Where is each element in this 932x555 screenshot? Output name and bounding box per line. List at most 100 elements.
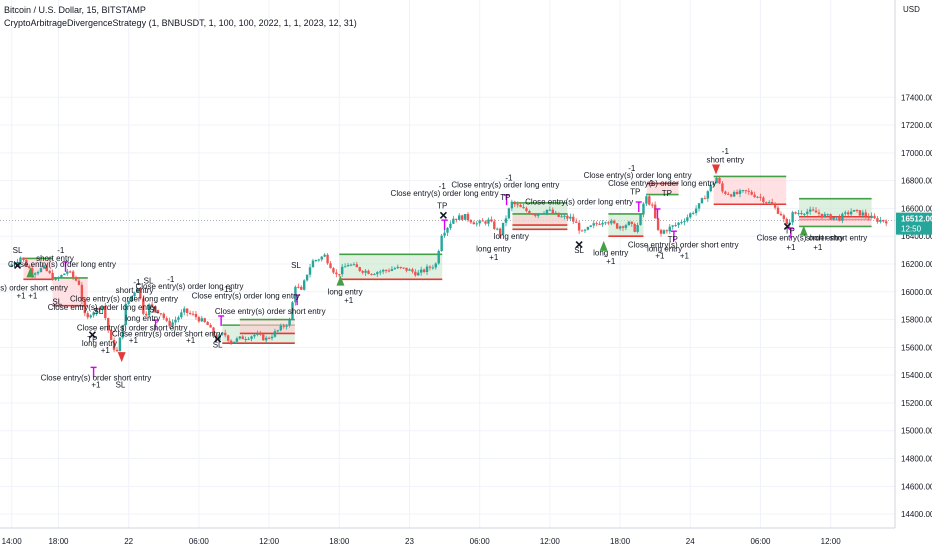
candle-body bbox=[390, 269, 394, 271]
trade-label: SL bbox=[144, 276, 154, 285]
trade-label: +1 bbox=[344, 296, 354, 305]
candle-body bbox=[428, 266, 432, 268]
trade-label: -1 bbox=[57, 246, 65, 255]
trade-label: Close entry(s) order long entry bbox=[70, 295, 178, 304]
candle-body bbox=[493, 221, 496, 229]
candle-body bbox=[338, 274, 341, 276]
x-tick-label: 18:00 bbox=[48, 537, 69, 546]
candle-body bbox=[162, 313, 165, 319]
candle-body bbox=[528, 211, 531, 214]
candle-body bbox=[867, 216, 870, 219]
candle-body bbox=[832, 217, 835, 220]
candle-body bbox=[697, 203, 701, 209]
trade-label: long entry bbox=[82, 339, 117, 348]
candle-body bbox=[735, 191, 739, 194]
candle-body bbox=[452, 218, 455, 224]
exit-x-stroke bbox=[13, 261, 22, 269]
candle-body bbox=[28, 266, 31, 269]
y-tick-label: 15800.00 bbox=[901, 316, 932, 325]
candle-body bbox=[756, 196, 759, 198]
candle-body bbox=[206, 322, 209, 325]
symbol-title[interactable]: Bitcoin / U.S. Dollar, 15, BITSTAMP bbox=[4, 5, 146, 15]
x-tick-label: 12:00 bbox=[540, 537, 561, 546]
candle-body bbox=[118, 337, 122, 352]
candle-body bbox=[335, 272, 338, 275]
long-entry-arrow-icon bbox=[336, 275, 345, 286]
exit-x-icon bbox=[214, 335, 222, 343]
candle-body bbox=[806, 211, 809, 214]
trade-markers bbox=[13, 164, 808, 378]
candle-body bbox=[838, 216, 841, 221]
candle-body bbox=[419, 269, 423, 273]
exit-x-icon bbox=[439, 211, 447, 219]
trade-label: +1 bbox=[813, 243, 823, 252]
candle-body bbox=[115, 349, 119, 352]
candle-body bbox=[244, 339, 247, 341]
take-profit-flag-icon bbox=[441, 219, 448, 231]
candle-body bbox=[595, 223, 598, 225]
candle-body bbox=[683, 221, 686, 223]
candle-body bbox=[551, 209, 554, 214]
candle-body bbox=[618, 226, 622, 229]
candle-body bbox=[613, 220, 616, 224]
candle-body bbox=[753, 194, 756, 198]
candle-body bbox=[68, 271, 72, 273]
candle-body bbox=[136, 288, 139, 293]
trade-label: Close entry(s) order long entry bbox=[391, 189, 499, 198]
candle-body bbox=[449, 223, 452, 228]
candle-body bbox=[194, 314, 198, 318]
trade-label: -1 bbox=[722, 147, 730, 156]
take-profit-flag-icon bbox=[62, 261, 69, 272]
candle-body bbox=[598, 223, 601, 225]
candles bbox=[10, 176, 888, 353]
time-axis-bg bbox=[0, 528, 932, 550]
candle-body bbox=[686, 217, 689, 222]
candle-body bbox=[422, 269, 426, 272]
candle-body bbox=[437, 250, 440, 264]
exit-x-icon bbox=[88, 331, 96, 339]
candle-body bbox=[826, 214, 829, 216]
trade-label: long entry bbox=[593, 249, 628, 258]
y-tick-label: 15000.00 bbox=[901, 427, 932, 436]
candle-body bbox=[548, 209, 552, 211]
candle-body bbox=[525, 208, 528, 212]
candle-body bbox=[124, 303, 127, 325]
candle-body bbox=[800, 213, 803, 215]
candle-body bbox=[481, 220, 484, 222]
candle-body bbox=[259, 333, 262, 335]
strategy-title[interactable]: CryptoArbitrageDivergenceStrategy (1, BN… bbox=[4, 18, 357, 28]
candle-body bbox=[645, 196, 648, 204]
candle-body bbox=[773, 204, 777, 208]
candle-body bbox=[563, 215, 566, 217]
candle-body bbox=[279, 325, 282, 331]
candle-body bbox=[16, 261, 19, 264]
candle-body bbox=[109, 330, 113, 340]
candle-body bbox=[370, 273, 373, 275]
candle-body bbox=[785, 218, 788, 225]
candle-body bbox=[864, 212, 867, 217]
candle-body bbox=[636, 225, 639, 232]
candle-body bbox=[674, 225, 677, 227]
trade-label: Close entry(s) order long entry bbox=[608, 179, 716, 188]
candle-body bbox=[797, 213, 800, 215]
candle-body bbox=[54, 278, 57, 280]
candle-body bbox=[57, 277, 60, 279]
candle-body bbox=[814, 210, 818, 213]
candle-body bbox=[455, 218, 458, 220]
candle-body bbox=[689, 213, 692, 218]
candle-body bbox=[168, 320, 171, 327]
y-tick-label: 15200.00 bbox=[901, 399, 932, 408]
candle-body bbox=[510, 201, 514, 209]
candle-body bbox=[610, 220, 613, 224]
candle-body bbox=[700, 198, 704, 204]
candle-body bbox=[349, 264, 353, 266]
candle-body bbox=[791, 212, 794, 223]
candle-body bbox=[302, 280, 306, 290]
candle-body bbox=[145, 313, 148, 316]
candle-body bbox=[101, 306, 104, 311]
candle-body bbox=[668, 226, 671, 232]
candle-body bbox=[803, 213, 806, 215]
